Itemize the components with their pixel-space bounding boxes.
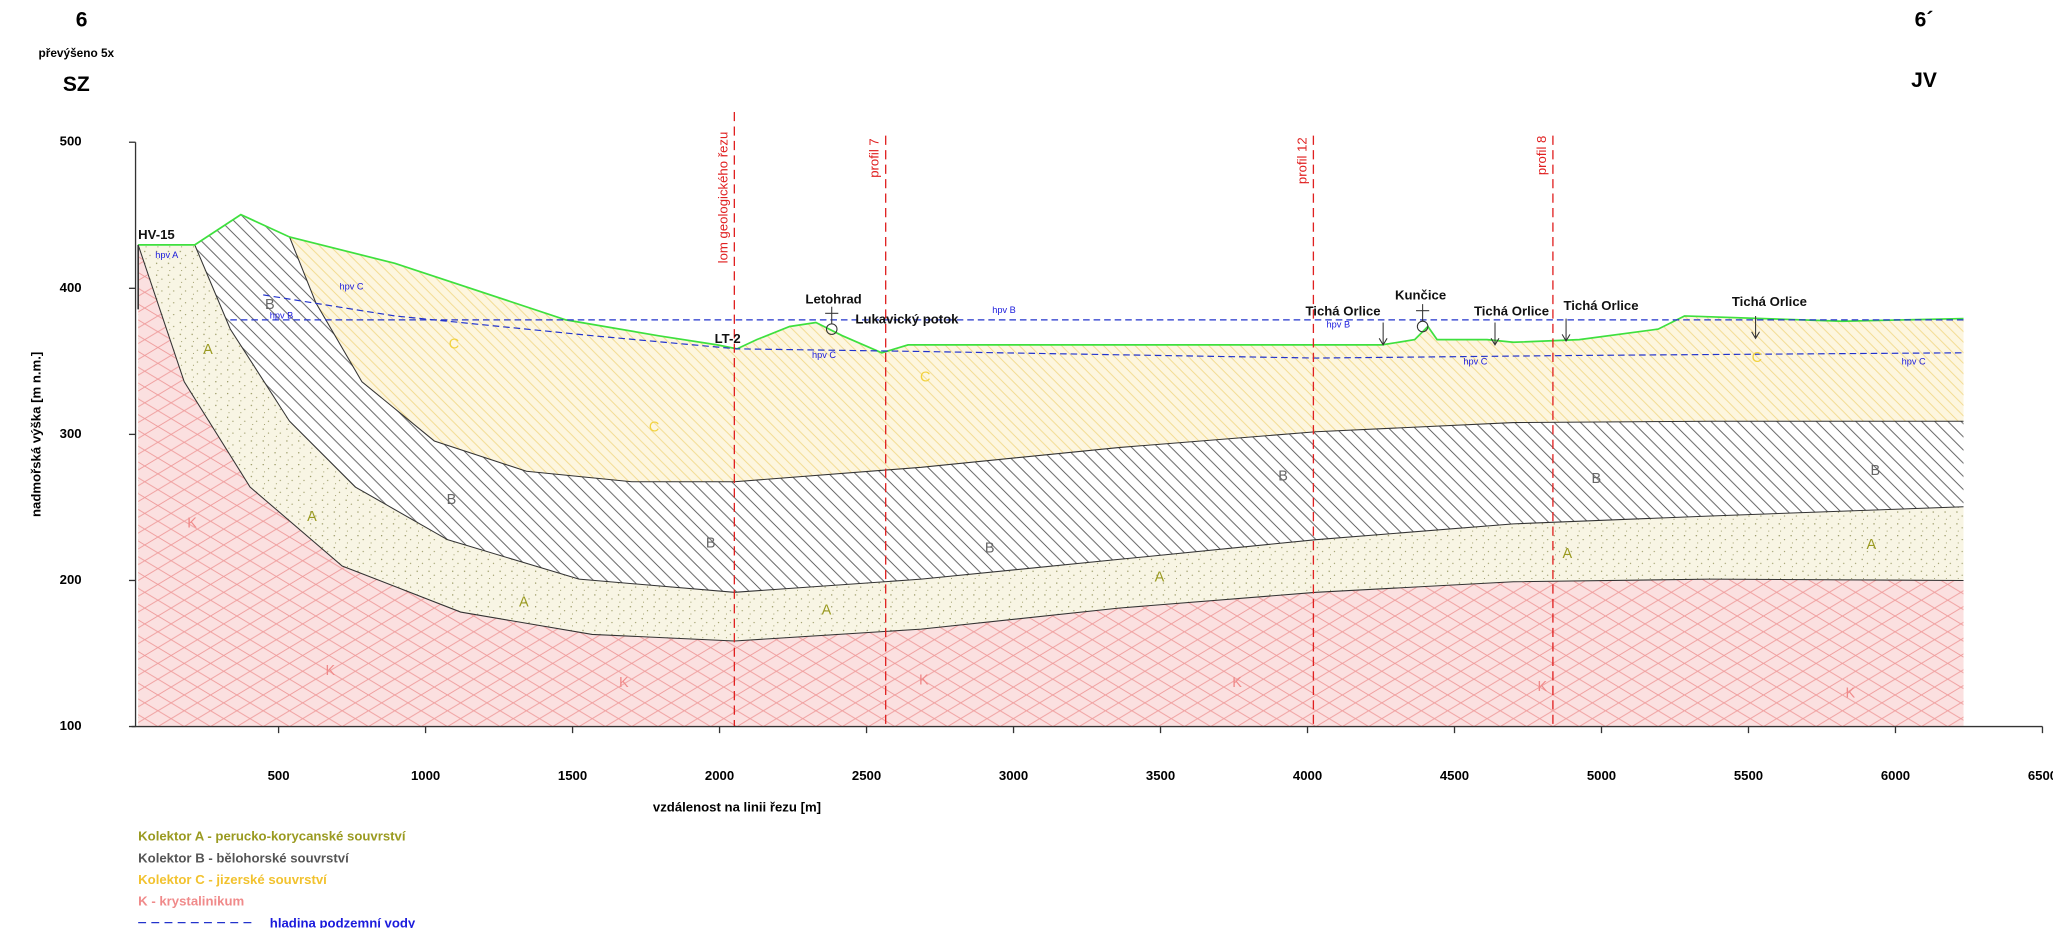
y-tick-label: 200: [60, 572, 82, 587]
x-tick-label: 1500: [558, 768, 587, 783]
layer-label: C: [449, 337, 459, 353]
layer-label: B: [265, 297, 275, 313]
legend-label: Kolektor C - jizerské souvrství: [138, 872, 328, 887]
layer-label: K: [919, 672, 929, 688]
layer-label: B: [1278, 468, 1288, 484]
legend-label: K - krystalinikum: [138, 894, 244, 909]
layer-label: A: [1867, 537, 1877, 553]
place-label: HV-15: [138, 227, 175, 242]
layer-label: B: [1592, 471, 1602, 487]
cross-section: 6 převýšeno 5x SZ 6´ JV vzdálenost na li…: [0, 0, 2053, 928]
layer-label: A: [307, 509, 317, 525]
water-label: hpv A: [155, 250, 179, 260]
river-arrow: [1562, 319, 1570, 341]
y-tick-label: 100: [60, 718, 82, 733]
water-label: hpv B: [992, 305, 1016, 315]
water-label: hpv C: [340, 281, 364, 291]
layer-label: B: [447, 492, 457, 508]
river-arrow: [1379, 323, 1387, 345]
x-tick-label: 3000: [999, 768, 1028, 783]
x-tick-label: 3500: [1146, 768, 1175, 783]
layer-label: A: [1563, 546, 1573, 562]
place-label: Tichá Orlice: [1474, 303, 1549, 318]
layer-label: B: [985, 541, 995, 557]
y-axis-label: nadmořská výška [m n.m.]: [28, 352, 43, 517]
x-tick-label: 2000: [705, 768, 734, 783]
layer-label: A: [1155, 570, 1165, 586]
water-label: hpv B: [1327, 320, 1351, 330]
place-label: Tichá Orlice: [1732, 294, 1807, 309]
layer-label: K: [619, 675, 629, 691]
layer-label: A: [203, 342, 213, 358]
x-axis-label: vzdálenost na linii řezu [m]: [653, 800, 821, 815]
x-tick-label: 4000: [1293, 768, 1322, 783]
place-label: Tichá Orlice: [1305, 303, 1380, 318]
place-label: Letohrad: [805, 292, 861, 307]
layer-label: K: [325, 663, 335, 679]
place-label: Tichá Orlice: [1563, 298, 1638, 313]
water-label: hpv C: [1902, 356, 1926, 366]
section-end: 6´: [1915, 9, 1934, 32]
x-tick-label: 500: [268, 768, 290, 783]
place-label: Kunčice: [1395, 288, 1446, 303]
layer-label: K: [1232, 675, 1242, 691]
profile-label: profil 12: [1294, 137, 1309, 184]
exaggeration: převýšeno 5x: [39, 46, 115, 60]
layer-label: K: [187, 516, 197, 532]
profile-label: profil 8: [1534, 136, 1549, 176]
place-label: LT-2: [715, 331, 741, 346]
layers: [138, 112, 1963, 727]
layer-label: A: [519, 595, 529, 611]
water-label: hpv C: [812, 350, 836, 360]
layer-label: C: [920, 370, 930, 386]
legend-label: Kolektor B - bělohorské souvrství: [138, 850, 350, 865]
y-tick-label: 500: [60, 134, 82, 149]
x-tick-label: 2500: [852, 768, 881, 783]
layer-label: C: [1752, 350, 1762, 366]
layer-label: B: [706, 535, 716, 551]
y-tick-label: 400: [60, 280, 82, 295]
layer-label: A: [822, 603, 832, 619]
x-tick-label: 6500: [2028, 768, 2053, 783]
layer-label: K: [1538, 679, 1548, 695]
x-tick-label: 5000: [1587, 768, 1616, 783]
direction: SZ: [63, 73, 90, 96]
direction: JV: [1911, 69, 1937, 92]
x-tick-label: 5500: [1734, 768, 1763, 783]
place-label: Lukavický potok: [855, 311, 959, 326]
y-tick-label: 300: [60, 426, 82, 441]
well-symbol: [1417, 321, 1428, 332]
legend-label: Kolektor A - perucko-korycanské souvrstv…: [138, 829, 407, 844]
x-tick-label: 6000: [1881, 768, 1910, 783]
layer-label: C: [649, 420, 659, 436]
layer-label: B: [1871, 463, 1881, 479]
x-tick-label: 4500: [1440, 768, 1469, 783]
legend-label: hladina podzemní vody: [270, 915, 416, 928]
profile-label: lom geologického řezu: [715, 132, 730, 264]
water-label: hpv C: [1463, 356, 1487, 366]
layer-label: K: [1846, 685, 1856, 701]
profile-label: profil 7: [867, 138, 882, 177]
section-start: 6: [76, 9, 88, 32]
x-tick-label: 1000: [411, 768, 440, 783]
